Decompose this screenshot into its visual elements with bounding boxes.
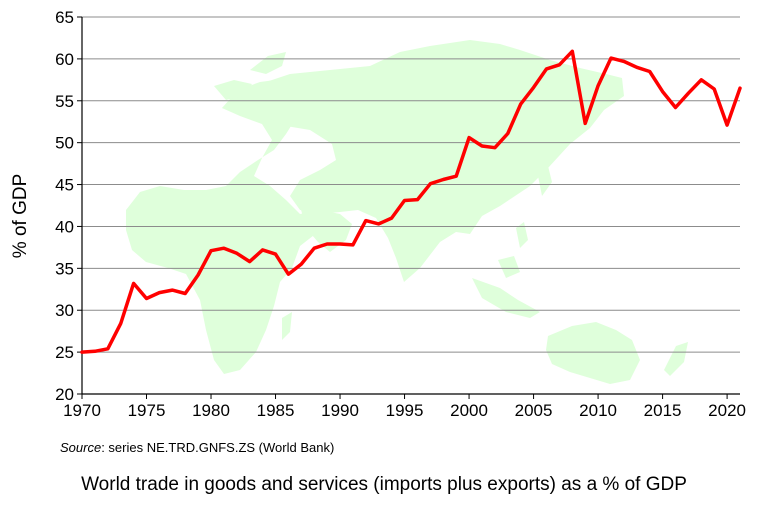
y-tick-labels: 20 25 30 35 40 45 50 55 60 65 <box>55 8 74 404</box>
map-philippines <box>516 222 528 248</box>
map-australia <box>546 322 640 384</box>
x-tick-label: 1990 <box>321 401 359 420</box>
y-tick-label: 50 <box>55 134 74 153</box>
x-tick-label: 2005 <box>515 401 553 420</box>
x-tick-label: 2020 <box>708 401 746 420</box>
y-tick-label: 60 <box>55 50 74 69</box>
map-scandinavia <box>250 52 286 74</box>
series-line <box>80 49 742 354</box>
y-tick-label: 65 <box>55 8 74 27</box>
y-tick-label: 55 <box>55 92 74 111</box>
source-note: Source: series NE.TRD.GNFS.ZS (World Ban… <box>60 440 334 455</box>
x-tick-label: 1985 <box>257 401 295 420</box>
x-tick-label: 1980 <box>192 401 230 420</box>
y-axis-label: % of GDP <box>10 174 31 258</box>
y-tick-label: 45 <box>55 176 74 195</box>
map-indonesia <box>472 278 540 318</box>
axes <box>77 16 740 399</box>
x-tick-label: 1995 <box>386 401 424 420</box>
y-tick-label: 40 <box>55 217 74 236</box>
map-borneo <box>498 256 520 278</box>
source-text: : series NE.TRD.GNFS.ZS (World Bank) <box>101 440 335 455</box>
world-map-background <box>126 40 688 384</box>
x-tick-labels: 1970 1975 1980 1985 1990 1995 2000 2005 2010 2015… <box>63 401 746 420</box>
map-greenland <box>214 80 252 100</box>
series <box>80 49 742 354</box>
y-tick-label: 35 <box>55 259 74 278</box>
grid <box>82 16 740 353</box>
x-tick-label: 2015 <box>644 401 682 420</box>
source-label: Source <box>60 440 102 455</box>
x-tick-label: 2010 <box>579 401 617 420</box>
x-tick-label: 1975 <box>128 401 166 420</box>
map-madagascar <box>282 312 292 340</box>
figure-caption: World trade in goods and services (impor… <box>81 474 687 495</box>
y-tick-label: 25 <box>55 343 74 362</box>
map-new-zealand <box>664 342 688 376</box>
y-tick-label: 30 <box>55 301 74 320</box>
map-japan <box>538 166 552 196</box>
x-tick-label: 2000 <box>450 401 488 420</box>
x-tick-label: 1970 <box>63 401 101 420</box>
chart: 1970 1975 1980 1985 1990 1995 2000 2005 2010 2015… <box>10 8 746 420</box>
y-tick-label: 20 <box>55 385 74 404</box>
map-arabia <box>300 206 352 252</box>
